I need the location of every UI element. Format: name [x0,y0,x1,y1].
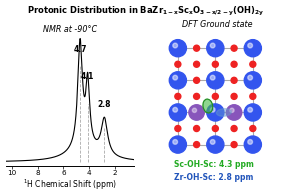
Circle shape [210,139,215,144]
Circle shape [248,75,253,80]
Circle shape [175,125,181,132]
Circle shape [244,40,261,57]
Circle shape [169,136,187,153]
Circle shape [173,75,178,80]
Circle shape [207,72,224,89]
Circle shape [231,61,237,67]
Circle shape [173,43,178,48]
Circle shape [192,108,197,112]
Text: 4.7: 4.7 [73,45,87,54]
Circle shape [210,43,215,48]
Circle shape [173,107,178,112]
Circle shape [169,72,187,89]
Circle shape [194,77,200,83]
Circle shape [231,109,237,115]
X-axis label: $^1$H Chemical Shift (ppm): $^1$H Chemical Shift (ppm) [23,178,117,189]
Circle shape [231,45,237,51]
Text: NMR at -90°C: NMR at -90°C [43,25,97,34]
Text: Sc-OH-Sc: 4.3 ppm: Sc-OH-Sc: 4.3 ppm [174,160,254,169]
Circle shape [230,108,234,112]
Circle shape [173,139,178,144]
Circle shape [210,107,215,112]
Circle shape [207,40,224,57]
Circle shape [207,136,224,153]
Circle shape [244,72,261,89]
Circle shape [212,125,218,132]
Text: Zr-OH-Sc: 2.8 ppm: Zr-OH-Sc: 2.8 ppm [174,173,253,182]
Circle shape [212,93,218,99]
Circle shape [212,61,218,67]
Circle shape [250,93,256,99]
Circle shape [250,61,256,67]
Circle shape [248,139,253,144]
Circle shape [194,93,200,99]
Circle shape [231,142,237,148]
Circle shape [194,45,200,51]
Text: 4.1: 4.1 [81,72,95,81]
Circle shape [210,75,215,80]
Circle shape [250,125,256,132]
Circle shape [231,125,237,132]
Circle shape [248,107,253,112]
Circle shape [194,109,200,115]
Circle shape [175,61,181,67]
Circle shape [207,104,224,121]
Circle shape [175,93,181,99]
Text: 2.8: 2.8 [98,100,111,109]
Circle shape [169,40,187,57]
Circle shape [231,93,237,99]
Circle shape [231,77,237,83]
Circle shape [244,136,261,153]
Circle shape [169,104,187,121]
Circle shape [194,125,200,132]
Text: $\bf{Protonic\ Distribution\ in\ BaZr_{1-x}Sc_xO_{3-x/2-y}(OH)_{2y}}$: $\bf{Protonic\ Distribution\ in\ BaZr_{1… [27,5,264,18]
Ellipse shape [203,99,213,113]
Circle shape [194,142,200,148]
Text: DFT Ground state: DFT Ground state [182,20,252,29]
Circle shape [248,43,253,48]
Ellipse shape [217,109,231,116]
Circle shape [189,105,204,120]
Circle shape [244,104,261,121]
Circle shape [226,105,242,120]
Circle shape [194,61,200,67]
